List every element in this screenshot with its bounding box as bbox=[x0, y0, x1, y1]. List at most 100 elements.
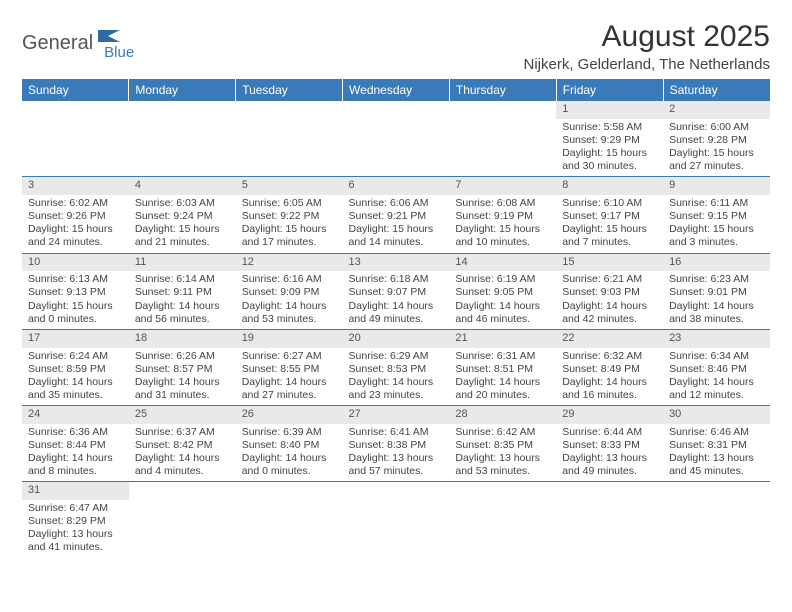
calendar-row: 1Sunrise: 5:58 AMSunset: 9:29 PMDaylight… bbox=[22, 101, 770, 177]
day-body: Sunrise: 6:29 AMSunset: 8:53 PMDaylight:… bbox=[343, 348, 450, 406]
day-number: 19 bbox=[236, 330, 343, 348]
day-number: 5 bbox=[236, 177, 343, 195]
calendar-cell: 28Sunrise: 6:42 AMSunset: 8:35 PMDayligh… bbox=[449, 406, 556, 482]
calendar-table: Sunday Monday Tuesday Wednesday Thursday… bbox=[22, 79, 770, 558]
calendar-cell: 2Sunrise: 6:00 AMSunset: 9:28 PMDaylight… bbox=[663, 101, 770, 177]
sunrise-text: Sunrise: 6:10 AM bbox=[562, 197, 657, 210]
calendar-cell: 1Sunrise: 5:58 AMSunset: 9:29 PMDaylight… bbox=[556, 101, 663, 177]
day-number: 15 bbox=[556, 254, 663, 272]
calendar-row: 17Sunrise: 6:24 AMSunset: 8:59 PMDayligh… bbox=[22, 329, 770, 405]
day-body: Sunrise: 6:16 AMSunset: 9:09 PMDaylight:… bbox=[236, 271, 343, 329]
day-number: 10 bbox=[22, 254, 129, 272]
sunrise-text: Sunrise: 6:03 AM bbox=[135, 197, 230, 210]
sunrise-text: Sunrise: 6:44 AM bbox=[562, 426, 657, 439]
calendar-cell: 31Sunrise: 6:47 AMSunset: 8:29 PMDayligh… bbox=[22, 482, 129, 558]
day-number: 1 bbox=[556, 101, 663, 119]
day-body: Sunrise: 6:39 AMSunset: 8:40 PMDaylight:… bbox=[236, 424, 343, 482]
calendar-cell: 13Sunrise: 6:18 AMSunset: 9:07 PMDayligh… bbox=[343, 253, 450, 329]
logo-text-general: General bbox=[22, 32, 93, 55]
day-number: 22 bbox=[556, 330, 663, 348]
weekday-header: Saturday bbox=[663, 79, 770, 101]
day-number: 31 bbox=[22, 482, 129, 500]
sunset-text: Sunset: 9:22 PM bbox=[242, 210, 337, 223]
daylight-text: Daylight: 15 hours and 0 minutes. bbox=[28, 300, 123, 326]
daylight-text: Daylight: 14 hours and 53 minutes. bbox=[242, 300, 337, 326]
sunrise-text: Sunrise: 6:14 AM bbox=[135, 273, 230, 286]
sunset-text: Sunset: 9:17 PM bbox=[562, 210, 657, 223]
sunrise-text: Sunrise: 6:42 AM bbox=[455, 426, 550, 439]
sunset-text: Sunset: 8:49 PM bbox=[562, 363, 657, 376]
calendar-cell: 16Sunrise: 6:23 AMSunset: 9:01 PMDayligh… bbox=[663, 253, 770, 329]
day-body: Sunrise: 6:10 AMSunset: 9:17 PMDaylight:… bbox=[556, 195, 663, 253]
sunrise-text: Sunrise: 6:19 AM bbox=[455, 273, 550, 286]
calendar-cell: 14Sunrise: 6:19 AMSunset: 9:05 PMDayligh… bbox=[449, 253, 556, 329]
day-number: 20 bbox=[343, 330, 450, 348]
sunset-text: Sunset: 9:01 PM bbox=[669, 286, 764, 299]
sunrise-text: Sunrise: 6:36 AM bbox=[28, 426, 123, 439]
sunset-text: Sunset: 8:46 PM bbox=[669, 363, 764, 376]
sunset-text: Sunset: 8:35 PM bbox=[455, 439, 550, 452]
daylight-text: Daylight: 15 hours and 14 minutes. bbox=[349, 223, 444, 249]
day-body: Sunrise: 6:24 AMSunset: 8:59 PMDaylight:… bbox=[22, 348, 129, 406]
calendar-cell: 17Sunrise: 6:24 AMSunset: 8:59 PMDayligh… bbox=[22, 329, 129, 405]
sunset-text: Sunset: 9:09 PM bbox=[242, 286, 337, 299]
calendar-cell: 27Sunrise: 6:41 AMSunset: 8:38 PMDayligh… bbox=[343, 406, 450, 482]
calendar-cell: 30Sunrise: 6:46 AMSunset: 8:31 PMDayligh… bbox=[663, 406, 770, 482]
sunset-text: Sunset: 8:33 PM bbox=[562, 439, 657, 452]
sunrise-text: Sunrise: 6:16 AM bbox=[242, 273, 337, 286]
daylight-text: Daylight: 14 hours and 46 minutes. bbox=[455, 300, 550, 326]
sunset-text: Sunset: 8:44 PM bbox=[28, 439, 123, 452]
day-number: 21 bbox=[449, 330, 556, 348]
day-body: Sunrise: 6:06 AMSunset: 9:21 PMDaylight:… bbox=[343, 195, 450, 253]
daylight-text: Daylight: 14 hours and 0 minutes. bbox=[242, 452, 337, 478]
day-body: Sunrise: 6:11 AMSunset: 9:15 PMDaylight:… bbox=[663, 195, 770, 253]
day-number: 29 bbox=[556, 406, 663, 424]
calendar-cell: 18Sunrise: 6:26 AMSunset: 8:57 PMDayligh… bbox=[129, 329, 236, 405]
daylight-text: Daylight: 14 hours and 4 minutes. bbox=[135, 452, 230, 478]
header: General Blue August 2025 Nijkerk, Gelder… bbox=[22, 20, 770, 73]
day-number: 9 bbox=[663, 177, 770, 195]
sunrise-text: Sunrise: 6:32 AM bbox=[562, 350, 657, 363]
daylight-text: Daylight: 14 hours and 56 minutes. bbox=[135, 300, 230, 326]
sunset-text: Sunset: 9:26 PM bbox=[28, 210, 123, 223]
day-number: 24 bbox=[22, 406, 129, 424]
sunset-text: Sunset: 8:57 PM bbox=[135, 363, 230, 376]
day-number: 8 bbox=[556, 177, 663, 195]
sunrise-text: Sunrise: 6:00 AM bbox=[669, 121, 764, 134]
sunset-text: Sunset: 9:11 PM bbox=[135, 286, 230, 299]
calendar-cell: 11Sunrise: 6:14 AMSunset: 9:11 PMDayligh… bbox=[129, 253, 236, 329]
calendar-cell: 4Sunrise: 6:03 AMSunset: 9:24 PMDaylight… bbox=[129, 177, 236, 253]
sunset-text: Sunset: 8:38 PM bbox=[349, 439, 444, 452]
sunrise-text: Sunrise: 5:58 AM bbox=[562, 121, 657, 134]
daylight-text: Daylight: 14 hours and 16 minutes. bbox=[562, 376, 657, 402]
day-body: Sunrise: 6:00 AMSunset: 9:28 PMDaylight:… bbox=[663, 119, 770, 177]
sunset-text: Sunset: 8:59 PM bbox=[28, 363, 123, 376]
sunset-text: Sunset: 8:53 PM bbox=[349, 363, 444, 376]
sunrise-text: Sunrise: 6:39 AM bbox=[242, 426, 337, 439]
calendar-cell: 12Sunrise: 6:16 AMSunset: 9:09 PMDayligh… bbox=[236, 253, 343, 329]
calendar-row: 10Sunrise: 6:13 AMSunset: 9:13 PMDayligh… bbox=[22, 253, 770, 329]
day-body: Sunrise: 6:14 AMSunset: 9:11 PMDaylight:… bbox=[129, 271, 236, 329]
day-body: Sunrise: 6:41 AMSunset: 8:38 PMDaylight:… bbox=[343, 424, 450, 482]
calendar-cell bbox=[449, 482, 556, 558]
day-number: 27 bbox=[343, 406, 450, 424]
calendar-cell bbox=[129, 482, 236, 558]
calendar-cell: 26Sunrise: 6:39 AMSunset: 8:40 PMDayligh… bbox=[236, 406, 343, 482]
month-title: August 2025 bbox=[523, 20, 770, 54]
day-body: Sunrise: 6:19 AMSunset: 9:05 PMDaylight:… bbox=[449, 271, 556, 329]
day-body: Sunrise: 6:44 AMSunset: 8:33 PMDaylight:… bbox=[556, 424, 663, 482]
calendar-row: 3Sunrise: 6:02 AMSunset: 9:26 PMDaylight… bbox=[22, 177, 770, 253]
daylight-text: Daylight: 14 hours and 23 minutes. bbox=[349, 376, 444, 402]
day-number: 4 bbox=[129, 177, 236, 195]
calendar-cell: 19Sunrise: 6:27 AMSunset: 8:55 PMDayligh… bbox=[236, 329, 343, 405]
sunrise-text: Sunrise: 6:11 AM bbox=[669, 197, 764, 210]
sunset-text: Sunset: 8:55 PM bbox=[242, 363, 337, 376]
daylight-text: Daylight: 15 hours and 7 minutes. bbox=[562, 223, 657, 249]
day-number: 6 bbox=[343, 177, 450, 195]
daylight-text: Daylight: 15 hours and 21 minutes. bbox=[135, 223, 230, 249]
calendar-cell bbox=[129, 101, 236, 177]
day-number: 25 bbox=[129, 406, 236, 424]
day-body: Sunrise: 6:13 AMSunset: 9:13 PMDaylight:… bbox=[22, 271, 129, 329]
sunrise-text: Sunrise: 6:34 AM bbox=[669, 350, 764, 363]
sunset-text: Sunset: 9:29 PM bbox=[562, 134, 657, 147]
